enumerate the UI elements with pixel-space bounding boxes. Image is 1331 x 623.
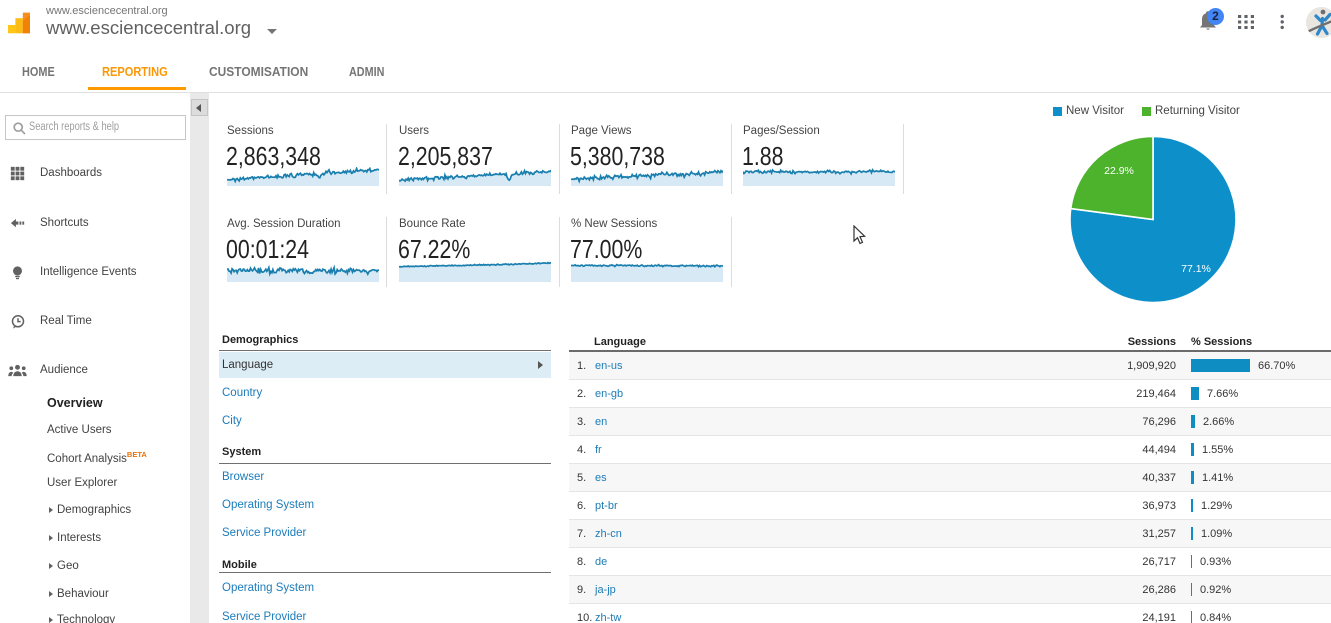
svg-text:22.9%: 22.9% xyxy=(1104,165,1134,177)
svg-text:77.1%: 77.1% xyxy=(1181,263,1211,275)
